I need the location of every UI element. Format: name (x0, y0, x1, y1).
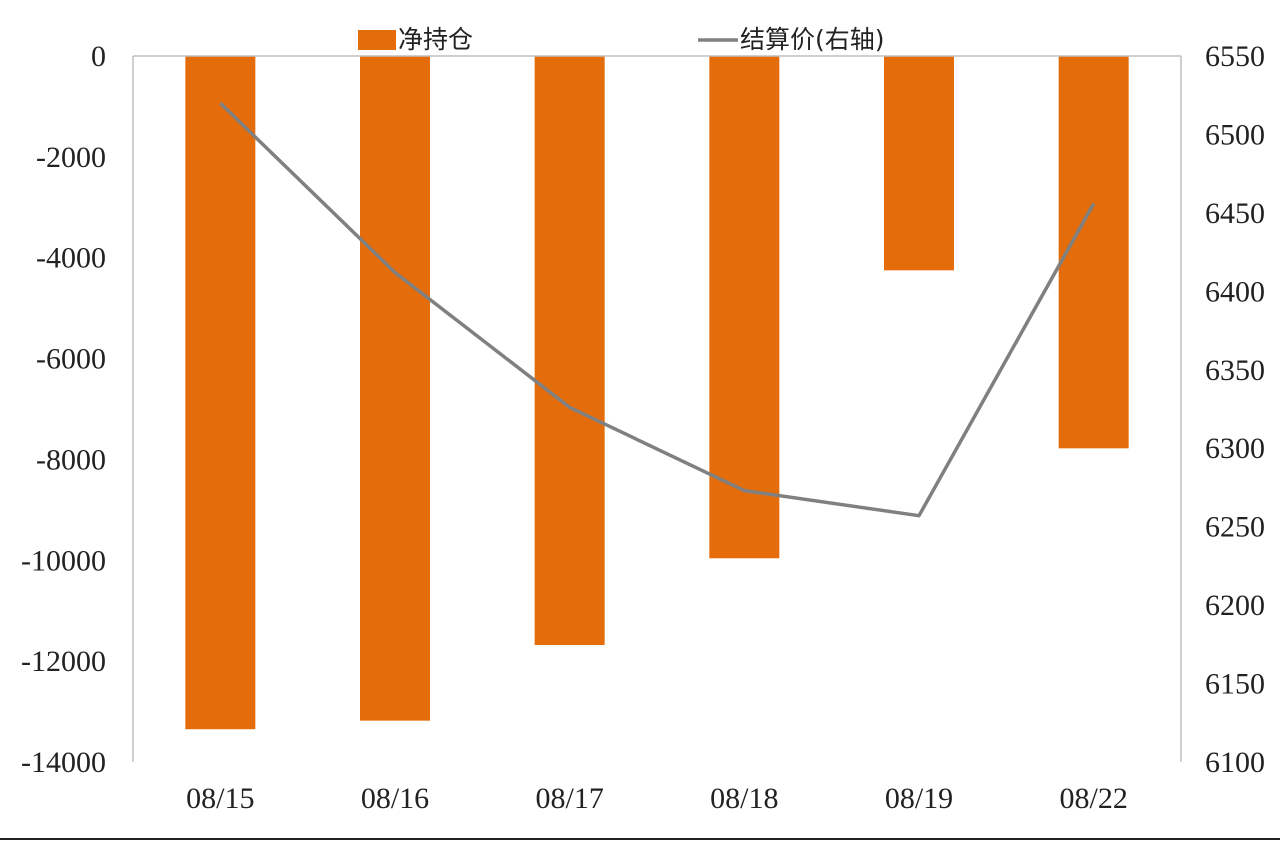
tick-labels: 0 -2000 -4000 -6000 -8000 -10000 -12000 -14000 6… (21, 40, 1265, 815)
settlement-price-line (219, 101, 1096, 518)
legend: 净持仓 结算价(右轴) (358, 25, 885, 54)
bar-08-19 (884, 56, 954, 271)
left-tick-label: -14000 (21, 746, 106, 779)
bar-08-18 (709, 56, 780, 559)
bar-08-22 (1058, 56, 1129, 449)
right-tick-label: 6150 (1205, 668, 1265, 701)
left-tick-label: 0 (91, 40, 106, 73)
line-series (219, 101, 1096, 518)
x-tick-label: 08/19 (885, 782, 953, 815)
x-tick-label: 08/15 (186, 782, 254, 815)
x-tick-label: 08/16 (361, 782, 429, 815)
x-tick-label: 08/18 (710, 782, 778, 815)
left-tick-label: -12000 (21, 645, 106, 678)
left-tick-label: -4000 (36, 242, 106, 275)
right-tick-label: 6350 (1205, 354, 1265, 387)
bar-08-17 (534, 56, 605, 646)
left-tick-label: -2000 (36, 141, 106, 174)
axes (132, 55, 1182, 762)
left-tick-label: -6000 (36, 343, 106, 376)
left-tick-label: -10000 (21, 544, 106, 577)
bar-08-16 (360, 56, 430, 721)
right-tick-label: 6200 (1205, 589, 1265, 622)
legend-bar-swatch (358, 30, 396, 50)
right-tick-label: 6400 (1205, 275, 1265, 308)
legend-line-label: 结算价(右轴) (740, 25, 885, 54)
right-tick-label: 6250 (1205, 511, 1265, 544)
right-tick-label: 6450 (1205, 197, 1265, 230)
right-tick-label: 6300 (1205, 432, 1265, 465)
right-tick-label: 6100 (1205, 746, 1265, 779)
left-tick-label: -8000 (36, 443, 106, 476)
legend-bar-label: 净持仓 (398, 25, 473, 54)
bar-series (185, 56, 1129, 730)
bar-08-15 (185, 56, 256, 730)
right-tick-label: 6550 (1205, 40, 1265, 73)
right-tick-label: 6500 (1205, 118, 1265, 151)
x-tick-label: 08/22 (1059, 782, 1127, 815)
x-tick-label: 08/17 (535, 782, 603, 815)
